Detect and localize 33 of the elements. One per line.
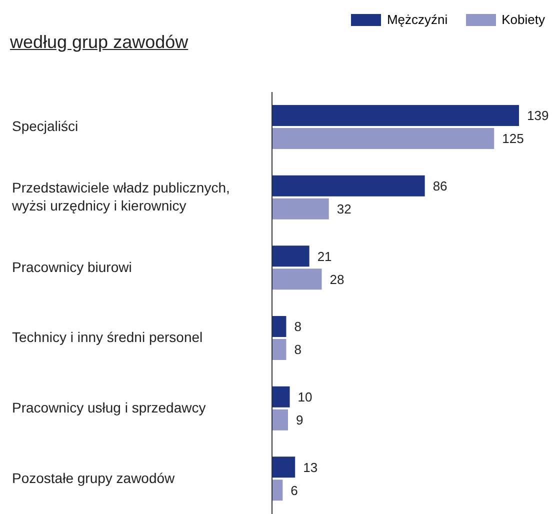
bar (272, 480, 283, 501)
bar (272, 409, 288, 430)
bar (272, 198, 329, 220)
bar (272, 339, 286, 360)
bar (272, 175, 425, 196)
data-label: 125 (502, 131, 524, 146)
y-tick-label: Pracownicy usług i sprzedawcy (12, 399, 206, 416)
bar (272, 316, 286, 337)
bar (272, 128, 494, 149)
y-tick-label: Pozostałe grupy zawodów (12, 470, 176, 486)
y-tick-label: Specjaliści (12, 118, 78, 134)
bar (272, 246, 310, 267)
data-label: 139 (527, 108, 549, 124)
data-label: 6 (290, 482, 298, 498)
data-label: 86 (432, 178, 448, 194)
data-label: 28 (330, 272, 344, 287)
data-label: 10 (298, 389, 312, 404)
data-label: 21 (317, 248, 332, 264)
legend-label: Mężczyźni (386, 12, 448, 27)
data-label: 9 (296, 412, 304, 428)
data-label: 32 (336, 201, 352, 216)
data-label: 13 (303, 460, 318, 475)
y-tick-label: Pracownicy biurowi (12, 258, 132, 275)
y-tick-label: Technicy i inny średni personel (12, 328, 203, 345)
bar (272, 456, 296, 478)
text: według grup zawodów (10, 32, 188, 53)
bar (272, 268, 322, 290)
legend-label: Kobiety (502, 12, 545, 27)
data-label: 8 (294, 319, 302, 334)
bar (272, 105, 519, 126)
y-tick-label: Przedstawiciele władz publicznych, wyżsi urzędnicy i kierownicy (11, 179, 230, 214)
data-label: 8 (294, 342, 302, 358)
bar (272, 386, 290, 408)
